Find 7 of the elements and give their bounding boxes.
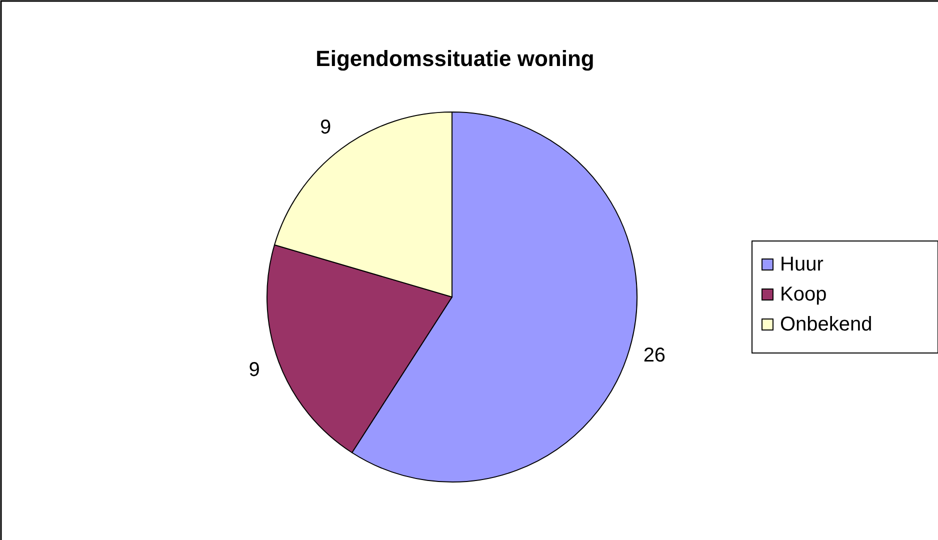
legend-label: Koop [780, 283, 827, 306]
data-label: 9 [320, 116, 332, 138]
legend-label: Huur [780, 253, 824, 276]
data-label: 26 [643, 344, 666, 367]
chart-title: Eigendomssituatie woning [316, 46, 594, 71]
data-label: 9 [248, 359, 260, 382]
legend-label: Onbekend [780, 313, 872, 336]
